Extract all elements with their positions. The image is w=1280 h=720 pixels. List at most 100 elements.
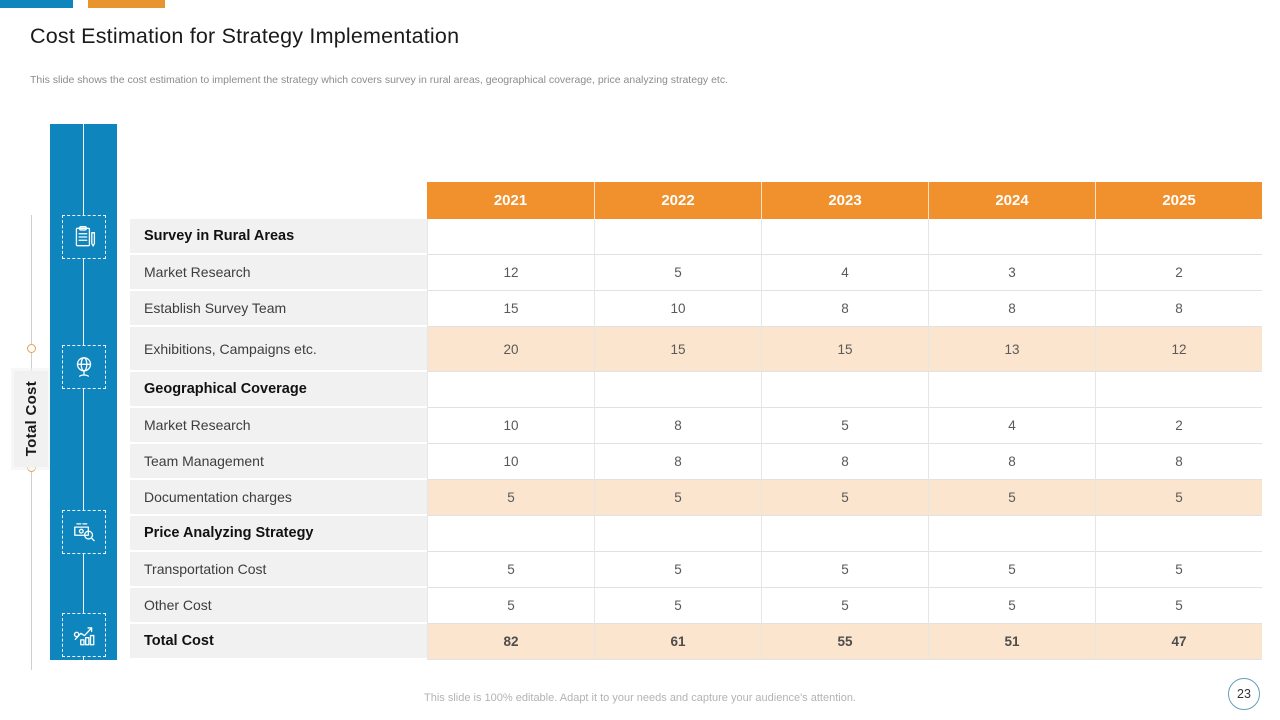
cell-value (1095, 516, 1262, 552)
row-label: Documentation charges (130, 480, 427, 516)
cell-value (427, 372, 594, 408)
cell-value: 61 (594, 624, 761, 660)
cell-value: 5 (1095, 552, 1262, 588)
page-number: 23 (1237, 687, 1251, 701)
row-label: Survey in Rural Areas (130, 219, 427, 255)
cell-value: 5 (928, 480, 1095, 516)
cell-value: 10 (594, 291, 761, 327)
year-header: 2021 (427, 182, 594, 219)
cell-value: 13 (928, 327, 1095, 372)
cell-value (594, 219, 761, 255)
cell-value (928, 219, 1095, 255)
table-row: Market Research 10 8 5 4 2 (130, 408, 1262, 444)
cell-value (594, 516, 761, 552)
cell-value: 8 (1095, 444, 1262, 480)
year-header-row: 2021 2022 2023 2024 2025 (130, 182, 1262, 219)
year-header: 2024 (928, 182, 1095, 219)
timeline-node-icon (27, 344, 36, 353)
cell-value (1095, 219, 1262, 255)
row-label: Other Cost (130, 588, 427, 624)
cell-value: 5 (761, 552, 928, 588)
header-corner-cell (130, 182, 427, 219)
cell-value: 5 (928, 552, 1095, 588)
cell-value (427, 219, 594, 255)
total-cost-vertical-label: Total Cost (14, 371, 48, 467)
cell-value: 3 (928, 255, 1095, 291)
row-label: Geographical Coverage (130, 372, 427, 408)
page-subtitle: This slide shows the cost estimation to … (30, 74, 728, 86)
cell-value (761, 372, 928, 408)
cell-value: 8 (761, 291, 928, 327)
cell-value: 47 (1095, 624, 1262, 660)
cell-value: 5 (427, 480, 594, 516)
year-header: 2025 (1095, 182, 1262, 219)
cell-value: 5 (427, 588, 594, 624)
cell-value: 15 (427, 291, 594, 327)
table-row: Survey in Rural Areas (130, 219, 1262, 255)
row-label: Total Cost (130, 624, 427, 660)
row-label: Transportation Cost (130, 552, 427, 588)
row-label: Market Research (130, 408, 427, 444)
table-row: Geographical Coverage (130, 372, 1262, 408)
cell-value: 8 (594, 444, 761, 480)
row-label: Exhibitions, Campaigns etc. (130, 327, 427, 372)
cell-value: 8 (761, 444, 928, 480)
table-row: Exhibitions, Campaigns etc. 20 15 15 13 12 (130, 327, 1262, 372)
table-row: Total Cost 82 61 55 51 47 (130, 624, 1262, 660)
row-label: Team Management (130, 444, 427, 480)
accent-bar-orange (88, 0, 165, 8)
cell-value: 20 (427, 327, 594, 372)
cell-value: 4 (928, 408, 1095, 444)
cell-value: 5 (1095, 588, 1262, 624)
year-header: 2022 (594, 182, 761, 219)
cell-value: 4 (761, 255, 928, 291)
cell-value: 12 (1095, 327, 1262, 372)
cell-value (761, 516, 928, 552)
table-row: Other Cost 5 5 5 5 5 (130, 588, 1262, 624)
cell-value: 12 (427, 255, 594, 291)
cell-value (928, 372, 1095, 408)
cell-value: 5 (594, 255, 761, 291)
cell-value: 10 (427, 408, 594, 444)
cell-value: 5 (594, 480, 761, 516)
cost-table: 2021 2022 2023 2024 2025 Survey in Rural Are… (130, 182, 1262, 660)
cell-value: 5 (427, 552, 594, 588)
sidebar-connector-line (83, 124, 84, 660)
table-row: Transportation Cost 5 5 5 5 5 (130, 552, 1262, 588)
cell-value: 2 (1095, 408, 1262, 444)
cell-value: 8 (594, 408, 761, 444)
survey-clipboard-icon (62, 215, 106, 259)
row-label: Establish Survey Team (130, 291, 427, 327)
sidebar-blue-bar (50, 124, 117, 660)
price-analysis-icon (62, 510, 106, 554)
cell-value (594, 372, 761, 408)
cell-value (427, 516, 594, 552)
page-title: Cost Estimation for Strategy Implementat… (30, 24, 460, 48)
cell-value (761, 219, 928, 255)
cell-value: 5 (761, 408, 928, 444)
cell-value (1095, 372, 1262, 408)
cell-value: 51 (928, 624, 1095, 660)
globe-icon (62, 345, 106, 389)
cell-value: 15 (594, 327, 761, 372)
table-row: Team Management 10 8 8 8 8 (130, 444, 1262, 480)
table-row: Establish Survey Team 15 10 8 8 8 (130, 291, 1262, 327)
cell-value: 5 (594, 588, 761, 624)
cell-value: 8 (928, 291, 1095, 327)
cell-value: 5 (761, 588, 928, 624)
cell-value: 10 (427, 444, 594, 480)
cell-value: 5 (1095, 480, 1262, 516)
cell-value: 8 (928, 444, 1095, 480)
cell-value: 8 (1095, 291, 1262, 327)
table-row: Documentation charges 5 5 5 5 5 (130, 480, 1262, 516)
accent-bar-blue (0, 0, 73, 8)
cell-value: 55 (761, 624, 928, 660)
growth-chart-icon (62, 613, 106, 657)
cell-value: 5 (928, 588, 1095, 624)
row-label: Price Analyzing Strategy (130, 516, 427, 552)
cell-value: 82 (427, 624, 594, 660)
cell-value (928, 516, 1095, 552)
cell-value: 5 (594, 552, 761, 588)
year-header: 2023 (761, 182, 928, 219)
